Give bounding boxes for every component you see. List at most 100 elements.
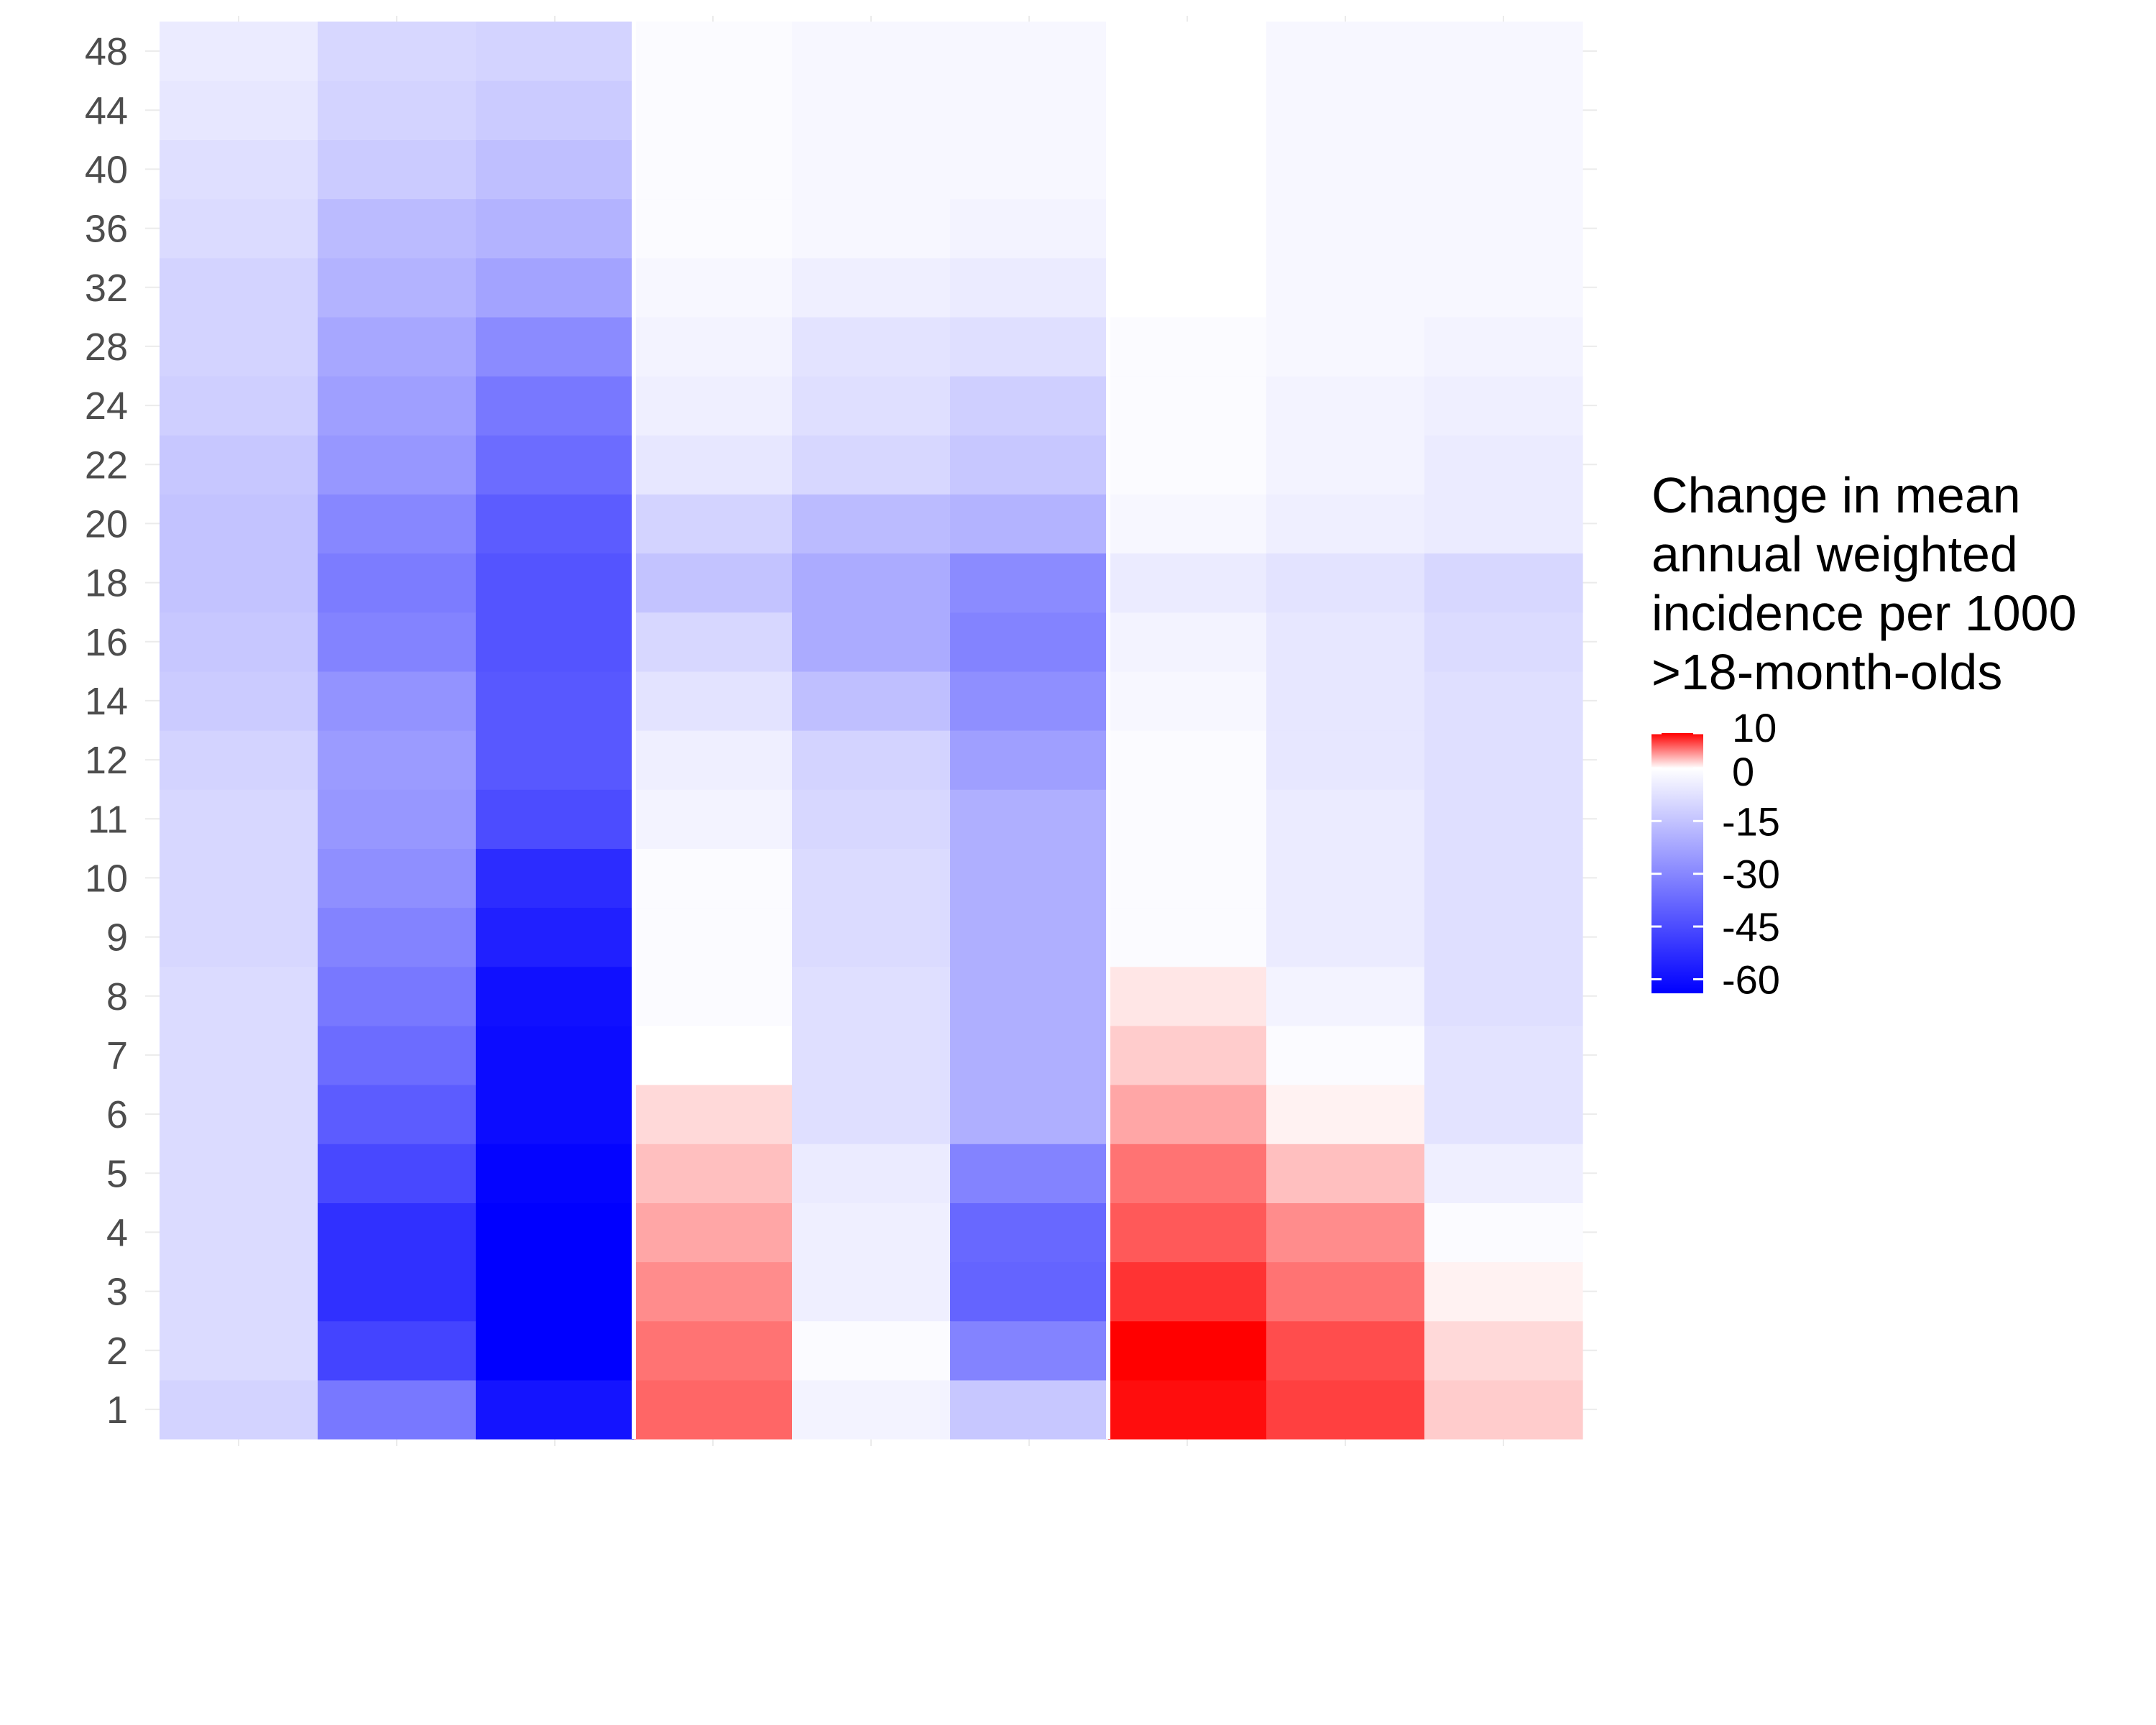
legend-tick-label: -60 [1722,957,1780,1002]
heatmap-cell [634,553,793,613]
legend-title-line-3: incidence per 1000 [1651,585,2077,641]
y-tick-label: 3 [106,1271,128,1314]
heatmap-cell [1108,966,1267,1026]
y-tick-label: 16 [85,621,128,664]
heatmap-cell [950,730,1109,790]
heatmap-cell [476,139,635,200]
heatmap-cell [160,553,318,613]
y-tick-label: 40 [85,148,128,191]
heatmap-cell [318,612,476,672]
heatmap-cell [950,1085,1109,1144]
heatmap-cell [1266,22,1425,81]
heatmap-cell [1266,435,1425,494]
heatmap-cell [160,22,318,81]
heatmap-cell [476,1320,635,1381]
heatmap-cell [1424,494,1583,554]
heatmap-cell [160,730,318,790]
heatmap-cell [792,80,951,140]
heatmap-cell [1266,257,1425,318]
heatmap-cell [950,789,1109,849]
heatmap-cell [160,1320,318,1381]
heatmap-cell [1266,671,1425,731]
heatmap-cell [160,907,318,967]
heatmap-cell [1424,435,1583,494]
heatmap-cell [1108,22,1267,81]
heatmap-cell [160,1379,318,1440]
heatmap-cell [634,1085,793,1144]
heatmap-cell [792,376,951,436]
heatmap-cell [1424,1085,1583,1144]
heatmap-cell [792,1320,951,1381]
heatmap-cell [476,671,635,731]
heatmap-cell [476,22,635,81]
heatmap-cell [792,139,951,200]
heatmap-cell [476,553,635,613]
heatmap-cell [1266,907,1425,967]
heatmap-cell [476,1202,635,1263]
heatmap-cell [792,1202,951,1263]
heatmap-cell [950,553,1109,613]
heatmap-cell [318,435,476,494]
heatmap-cell [160,80,318,140]
heatmap-cell [160,1085,318,1144]
heatmap-cell [160,494,318,554]
heatmap-cell [634,316,793,377]
y-tick-label: 7 [106,1034,128,1077]
heatmap-cell [1424,612,1583,672]
heatmap-cell [1108,1144,1267,1203]
heatmap-cell [1108,1025,1267,1085]
heatmap-cell [1108,612,1267,672]
heatmap-cell [634,257,793,318]
heatmap-cell [1108,553,1267,613]
y-tick-label: 22 [85,443,128,487]
heatmap-cell [1108,435,1267,494]
heatmap-cell [1424,198,1583,259]
heatmap-cell [1108,257,1267,318]
heatmap-cell [476,1025,635,1085]
heatmap-cell [950,257,1109,318]
heatmap-cell [1266,376,1425,436]
heatmap-cell [1266,1379,1425,1440]
heatmap-cell [950,1025,1109,1085]
heatmap-cell [318,1320,476,1381]
heatmap-cell [1424,789,1583,849]
heatmap-cell [160,257,318,318]
heatmap-cell [1266,730,1425,790]
y-tick-label: 10 [85,857,128,900]
heatmap-cell [950,316,1109,377]
heatmap-cell [792,612,951,672]
heatmap-cell [1266,80,1425,140]
heatmap-cell [160,198,318,259]
heatmap-cell [634,730,793,790]
heatmap-cell [634,966,793,1026]
heatmap-cell [792,257,951,318]
y-tick-label: 1 [106,1389,128,1432]
heatmap-cell [1108,376,1267,436]
heatmap-cell [1108,671,1267,731]
heatmap-cell [950,376,1109,436]
heatmap-cell [476,257,635,318]
y-tick-label: 14 [85,680,128,723]
y-tick-label: 6 [106,1093,128,1136]
heatmap-cell [476,80,635,140]
heatmap-cell [1424,671,1583,731]
heatmap-cell [476,966,635,1026]
heatmap-cell [1424,376,1583,436]
heatmap-cell [476,198,635,259]
y-tick-label: 36 [85,208,128,251]
heatmap-cell [160,848,318,908]
heatmap-cell [792,435,951,494]
heatmap-cell [1424,848,1583,908]
heatmap-cell [1424,139,1583,200]
heatmap-cell [318,671,476,731]
heatmap-cell [476,1144,635,1203]
heatmap-cell [634,80,793,140]
heatmap-cell [634,1320,793,1381]
heatmap-cell [1266,1320,1425,1381]
legend-title-line-1: Change in mean [1651,467,2021,523]
heatmap-cell [1266,789,1425,849]
heatmap-cell [792,730,951,790]
heatmap-cell [1266,848,1425,908]
heatmap-cell [634,376,793,436]
heatmap-cell [1424,316,1583,377]
